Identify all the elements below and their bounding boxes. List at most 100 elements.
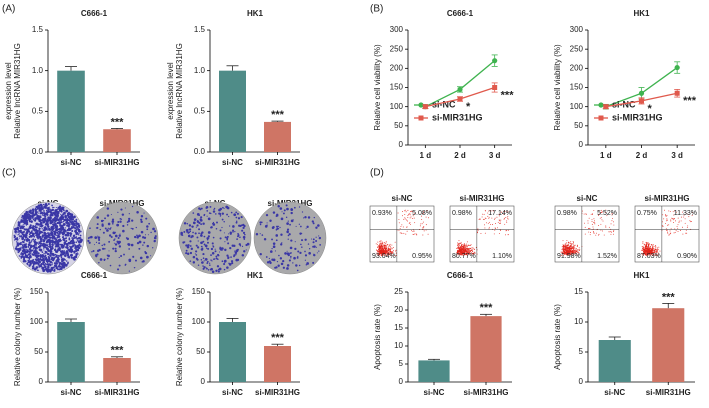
event: [413, 233, 415, 235]
significance: ***: [111, 116, 125, 128]
event: [392, 247, 394, 248]
event: [564, 249, 566, 251]
event: [387, 254, 389, 256]
event: [484, 232, 486, 234]
event: [482, 213, 484, 215]
colony: [52, 206, 54, 209]
error-bar: [111, 128, 123, 130]
colony: [64, 254, 67, 257]
event: [398, 230, 400, 232]
colony: [153, 236, 157, 240]
colony: [140, 215, 144, 218]
colony: [235, 211, 238, 214]
event: [389, 254, 390, 255]
event: [488, 228, 490, 230]
flow-plot: [449, 205, 515, 263]
colony: [38, 231, 42, 235]
colony: [39, 238, 42, 241]
colony: [32, 210, 35, 213]
event: [416, 234, 418, 236]
colony: [44, 250, 47, 253]
colony: [198, 228, 201, 231]
colony: [312, 261, 315, 264]
colony: [143, 212, 145, 214]
event: [494, 217, 496, 219]
colony: [218, 267, 222, 271]
event: [457, 245, 458, 247]
colony: [39, 212, 42, 215]
colony: [227, 257, 230, 260]
colony: [30, 240, 33, 242]
colony: [54, 234, 57, 236]
y-tick-label: 0: [201, 377, 206, 386]
colony: [108, 250, 110, 252]
colony: [75, 241, 78, 244]
event: [425, 216, 427, 218]
event: [469, 248, 471, 250]
event: [659, 250, 661, 252]
colony: [189, 230, 192, 233]
marker: [422, 104, 428, 110]
colony: [18, 250, 21, 253]
error-bar: [480, 313, 492, 317]
event: [681, 226, 683, 228]
colony: [23, 226, 25, 228]
colony: [18, 235, 21, 237]
event: [414, 233, 416, 235]
event: [385, 243, 386, 245]
colony: [32, 238, 35, 241]
colony: [294, 247, 297, 251]
colony: [70, 218, 73, 221]
x-tick-label: 3 d: [489, 151, 501, 160]
event: [507, 218, 509, 220]
colony: [114, 247, 117, 250]
colony: [148, 222, 151, 225]
colony: [127, 243, 131, 246]
colony: [80, 241, 82, 243]
legend-label: si-MIR31HG: [612, 112, 663, 122]
event: [379, 243, 381, 245]
bar: [103, 358, 131, 382]
event: [411, 211, 413, 213]
colony: [196, 258, 199, 261]
event: [646, 249, 648, 251]
event: [406, 219, 408, 221]
event: [488, 226, 490, 228]
event: [376, 249, 378, 251]
significance: ***: [501, 89, 515, 101]
colony: [18, 233, 20, 235]
colony: [275, 228, 278, 231]
y-tick-label: 0: [399, 140, 404, 149]
colony: [51, 213, 54, 216]
colony: [221, 212, 225, 215]
chart-title: HK1: [247, 9, 264, 18]
colony: [67, 228, 70, 231]
colony: [65, 231, 67, 233]
colony: [70, 233, 72, 235]
event: [613, 224, 615, 226]
colony: [55, 267, 58, 270]
event: [664, 223, 666, 224]
event: [379, 244, 381, 246]
colony: [69, 246, 73, 249]
y-tick-label: 1.0: [194, 66, 206, 75]
colony: [212, 236, 215, 239]
event: [470, 250, 472, 251]
event: [668, 210, 670, 212]
event: [381, 248, 383, 250]
event: [490, 223, 492, 225]
colony: [41, 243, 45, 247]
y-axis-label: Apoptosis rate (%): [373, 304, 382, 370]
event: [497, 221, 499, 223]
event: [378, 253, 380, 254]
colony: [70, 232, 72, 234]
colony: [39, 254, 42, 258]
colony: [289, 252, 291, 255]
colony: [271, 226, 275, 230]
colony: [72, 221, 74, 223]
y-tick-label: 25: [394, 287, 403, 296]
colony: [128, 270, 130, 272]
event: [385, 242, 387, 244]
colony: [57, 254, 60, 257]
event: [650, 246, 652, 248]
